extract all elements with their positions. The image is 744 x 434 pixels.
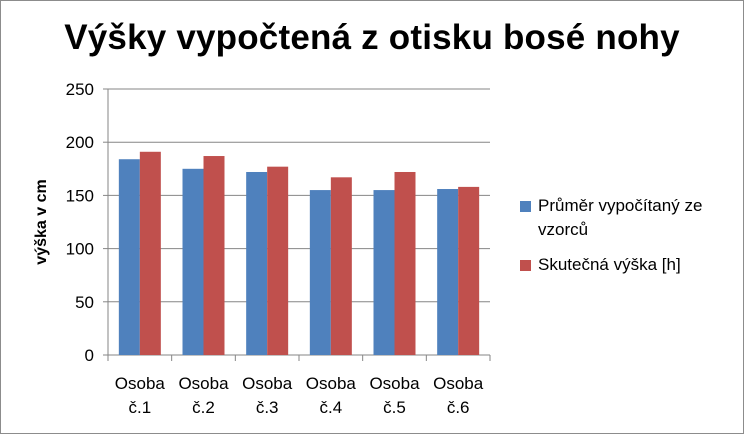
x-tick-label-5-line-1: Osoba bbox=[369, 374, 420, 393]
x-tick-label-4-line-2: č.4 bbox=[319, 398, 342, 417]
x-tick-label-1-line-2: č.1 bbox=[128, 398, 151, 417]
bar-series-1-cat-6 bbox=[437, 189, 459, 355]
y-tick-label-50: 50 bbox=[75, 293, 94, 312]
chart-title: Výšky vypočtená z otisku bosé nohy bbox=[64, 18, 680, 57]
bar-series-1-cat-1 bbox=[118, 159, 140, 355]
y-tick-label-200: 200 bbox=[66, 133, 94, 152]
chart-legend: Průměr vypočítaný ze vzorců Skutečná výš… bbox=[520, 194, 730, 288]
legend-item-series-2: Skutečná výška [h] bbox=[520, 253, 730, 277]
x-tick-label-1-line-1: Osoba bbox=[115, 374, 166, 393]
x-tick-label-5-line-2: č.5 bbox=[383, 398, 406, 417]
x-tick-label-2-line-2: č.2 bbox=[192, 398, 215, 417]
bar-series-1-cat-2 bbox=[182, 168, 204, 355]
legend-swatch-series-1 bbox=[520, 201, 531, 212]
x-tick-label-3-line-2: č.3 bbox=[256, 398, 279, 417]
y-tick-label-250: 250 bbox=[66, 80, 94, 99]
x-tick-label-3-line-1: Osoba bbox=[242, 374, 293, 393]
bar-series-2-cat-6 bbox=[458, 186, 480, 355]
x-tick-label-6-line-1: Osoba bbox=[433, 374, 484, 393]
bar-series-2-cat-3 bbox=[267, 166, 289, 355]
x-tick-label-2-line-1: Osoba bbox=[178, 374, 229, 393]
bar-series-2-cat-4 bbox=[330, 177, 352, 355]
legend-item-series-1: Průměr vypočítaný ze vzorců bbox=[520, 194, 730, 242]
legend-label-series-1: Průměr vypočítaný ze vzorců bbox=[538, 196, 703, 239]
bar-series-2-cat-2 bbox=[203, 156, 225, 355]
bar-series-1-cat-4 bbox=[309, 190, 331, 355]
bar-series-2-cat-5 bbox=[394, 171, 416, 355]
x-tick-label-6-line-2: č.6 bbox=[447, 398, 470, 417]
y-tick-label-150: 150 bbox=[66, 186, 94, 205]
bar-series-1-cat-5 bbox=[373, 190, 395, 355]
legend-swatch-series-2 bbox=[520, 260, 531, 271]
x-tick-label-4-line-1: Osoba bbox=[306, 374, 357, 393]
y-tick-label-100: 100 bbox=[66, 240, 94, 259]
bar-series-1-cat-3 bbox=[246, 171, 268, 355]
y-tick-label-0: 0 bbox=[85, 346, 94, 365]
bar-series-2-cat-1 bbox=[139, 151, 161, 355]
legend-label-series-2: Skutečná výška [h] bbox=[538, 255, 681, 274]
